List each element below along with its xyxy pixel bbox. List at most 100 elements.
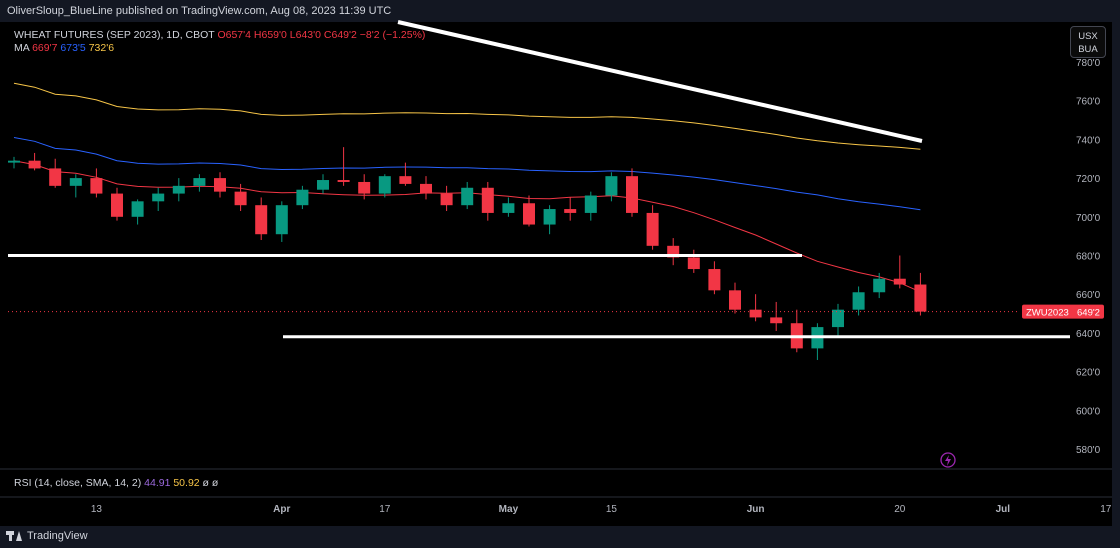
- candle-body: [481, 187, 494, 213]
- candle-body: [564, 209, 577, 213]
- candle-body: [378, 176, 391, 194]
- rsi-extra-1: ø: [202, 477, 209, 489]
- lightning-bolt-shape: [945, 455, 951, 466]
- candle-body: [461, 187, 474, 206]
- ma-legend: MA 669'7 673'5 732'6: [14, 42, 114, 54]
- price-tick-label: 640'0: [1076, 329, 1101, 340]
- candle-body: [420, 183, 432, 194]
- legend-open: O657'4: [217, 29, 251, 41]
- candle-body: [172, 185, 185, 194]
- candle-body: [749, 309, 762, 318]
- legend-low: L643'0: [289, 29, 321, 41]
- candle-body: [893, 278, 906, 285]
- legend-close: C649'2: [323, 29, 357, 41]
- tradingview-logo-icon: [6, 531, 22, 541]
- rsi-value: 44.91: [144, 477, 171, 489]
- price-tag-symbol: ZWU2023: [1026, 308, 1069, 319]
- candle-body: [234, 191, 247, 206]
- candle-body: [543, 209, 556, 225]
- trendline-drawings: ZWU2023 649'2: [8, 20, 1104, 468]
- candle-body: [440, 193, 453, 206]
- price-tick-label: 740'0: [1076, 135, 1101, 146]
- candle-body: [852, 292, 865, 310]
- candle-body: [152, 193, 165, 202]
- chart-frame: [0, 22, 1120, 526]
- time-tick-label: May: [499, 504, 519, 515]
- price-tag-box: [1022, 304, 1104, 319]
- candle-body: [605, 176, 618, 196]
- candles: [8, 147, 927, 360]
- candle-body: [275, 205, 288, 235]
- time-tick-label: Apr: [273, 504, 290, 515]
- candle-body: [28, 160, 41, 169]
- currency-line-2: BUA: [1078, 44, 1098, 55]
- time-tick-label: 17: [379, 504, 391, 515]
- candle-body: [729, 290, 741, 310]
- price-tick-label: 580'0: [1076, 445, 1101, 456]
- price-tick-label: 700'0: [1076, 213, 1101, 224]
- symbol-legend: WHEAT FUTURES (SEP 2023), 1D, CBOT O657'…: [14, 29, 425, 41]
- candle-body: [296, 189, 309, 206]
- rsi-label: RSI (14, close, SMA, 14, 2): [14, 477, 142, 489]
- currency-unit-button[interactable]: USX BUA: [1070, 26, 1106, 58]
- ma2-value: 673'5: [60, 42, 86, 54]
- ma1-line: [13, 160, 921, 293]
- candle-body: [337, 180, 350, 182]
- ma-label: MA: [14, 42, 30, 54]
- candle-body: [90, 178, 103, 194]
- time-tick-label: 17: [1100, 504, 1112, 515]
- candle-body: [131, 201, 144, 217]
- publisher-line: OliverSloup_BlueLine published on Tradin…: [7, 5, 392, 17]
- candle-body: [832, 309, 844, 328]
- candle-body: [69, 178, 82, 186]
- rsi-extra-2: ø: [211, 477, 219, 489]
- candle-body: [502, 203, 515, 213]
- candle-body: [111, 193, 123, 217]
- tradingview-brand[interactable]: TradingView: [6, 530, 88, 542]
- ma3-line: [13, 82, 921, 150]
- price-tick-label: 660'0: [1076, 290, 1101, 301]
- time-tick-label: Jul: [996, 504, 1011, 515]
- currency-line-1: USX: [1078, 31, 1098, 42]
- price-tag-value: 649'2: [1077, 308, 1100, 319]
- candle-body: [708, 269, 721, 291]
- time-tick-label: Jun: [747, 504, 765, 515]
- rsi-sma-value: 50.92: [173, 477, 200, 489]
- price-tick-label: 780'0: [1076, 58, 1101, 69]
- candle-body: [667, 245, 680, 258]
- price-axis: 780'0 760'0 740'0 720'0 700'0 680'0 660'0 640'0…: [1076, 58, 1101, 456]
- ma1-value: 669'7: [32, 42, 58, 54]
- candle-body: [214, 178, 226, 192]
- brand-text: TradingView: [27, 530, 88, 542]
- candle-body: [49, 168, 62, 186]
- legend-high: H659'0: [253, 29, 287, 41]
- candle-body: [399, 176, 412, 184]
- price-tick-label: 620'0: [1076, 368, 1101, 379]
- bottom-bar: TradingView: [0, 526, 1120, 548]
- candle-body: [584, 195, 597, 213]
- top-bar: OliverSloup_BlueLine published on Tradin…: [0, 0, 1120, 22]
- rsi-legend: RSI (14, close, SMA, 14, 2) 44.91 50.92 …: [14, 477, 218, 489]
- candle-body: [317, 180, 329, 190]
- candle-body: [193, 178, 206, 186]
- candle-body: [646, 212, 659, 246]
- time-tick-label: 20: [894, 504, 906, 515]
- time-tick-label: 15: [606, 504, 618, 515]
- descending-trendline: [397, 20, 923, 143]
- candle-body: [626, 176, 638, 213]
- time-tick-label: 13: [91, 504, 103, 515]
- ma2-line: [13, 137, 921, 211]
- candle-body: [770, 317, 783, 324]
- candle-body: [873, 278, 886, 293]
- price-tick-label: 720'0: [1076, 174, 1101, 185]
- price-tick-label: 680'0: [1076, 252, 1101, 263]
- candle-body: [523, 203, 535, 225]
- price-tick-label: 760'0: [1076, 97, 1101, 108]
- legend-change: −8'2 (−1.25%): [359, 29, 426, 41]
- candle-body: [914, 284, 927, 312]
- symbol-title: WHEAT FUTURES (SEP 2023), 1D, CBOT: [14, 29, 215, 41]
- price-grid: [0, 468, 1112, 498]
- time-axis: ar13Apr17May15Jun20Jul17Aug14: [91, 504, 1112, 515]
- candle-body: [255, 205, 268, 235]
